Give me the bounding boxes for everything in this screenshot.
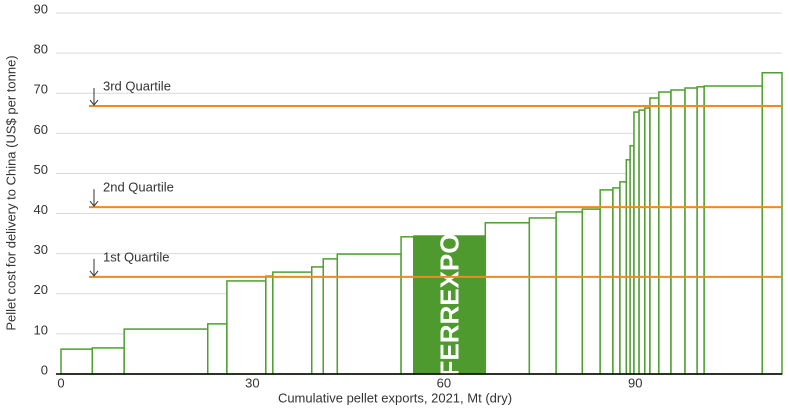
highlight-label: FERREXPO — [434, 233, 464, 376]
x-tick-label: 90 — [628, 375, 642, 390]
bar — [761, 72, 783, 375]
quartile-label: 1st Quartile — [103, 249, 169, 264]
x-tick-label: 30 — [245, 375, 259, 390]
y-tick-label: 90 — [34, 1, 48, 16]
bar — [555, 211, 584, 375]
y-tick-label: 0 — [41, 362, 48, 377]
bar — [644, 107, 651, 375]
quartile-label: 3rd Quartile — [103, 78, 171, 93]
quartile-arrowhead — [89, 270, 99, 277]
y-tick-label: 40 — [34, 202, 48, 217]
bar — [123, 328, 209, 375]
bar — [658, 91, 672, 375]
bar — [633, 111, 640, 375]
y-tick-label: 60 — [34, 122, 48, 137]
y-tick-label: 20 — [34, 282, 48, 297]
bar — [703, 85, 763, 375]
bar — [207, 323, 228, 375]
bar — [612, 187, 621, 375]
bar — [670, 89, 686, 375]
bar — [528, 217, 557, 375]
bar — [272, 271, 313, 375]
bar — [311, 266, 324, 375]
y-axis-title: Pellet cost for delivery to China (US$ p… — [3, 55, 18, 330]
bar — [581, 208, 601, 375]
bar — [684, 87, 698, 375]
bar — [619, 181, 628, 375]
bar — [336, 253, 402, 375]
bar — [649, 97, 660, 375]
y-tick-label: 10 — [34, 322, 48, 337]
quartile-arrowhead — [89, 200, 99, 207]
x-tick-label: 60 — [437, 375, 451, 390]
quartile-label: 2nd Quartile — [103, 180, 174, 195]
bar — [60, 348, 94, 375]
x-axis-title: Cumulative pellet exports, 2021, Mt (dry… — [278, 390, 512, 405]
bar — [696, 86, 705, 375]
bar — [91, 347, 125, 375]
bar — [226, 280, 267, 375]
y-tick-label: 50 — [34, 162, 48, 177]
bar — [265, 275, 274, 375]
bar — [413, 235, 487, 375]
y-tick-label: 70 — [34, 82, 48, 97]
x-tick-label: 0 — [57, 375, 64, 390]
bar — [400, 236, 415, 375]
bar — [599, 189, 614, 375]
y-tick-label: 30 — [34, 242, 48, 257]
bar — [638, 109, 646, 375]
bar — [484, 222, 531, 375]
quartile-arrowhead — [89, 99, 99, 106]
y-tick-label: 80 — [34, 42, 48, 57]
